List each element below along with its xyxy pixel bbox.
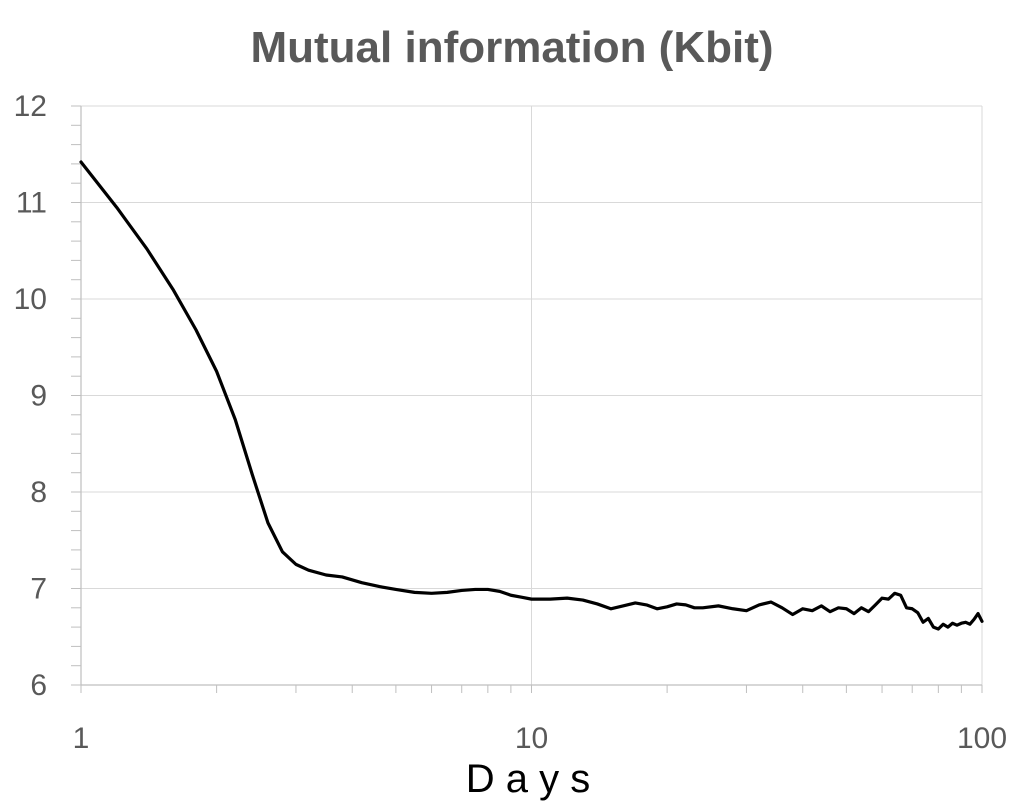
y-tick-label: 11 xyxy=(16,187,47,220)
y-tick-label: 10 xyxy=(14,283,47,316)
y-tick-label: 7 xyxy=(30,573,47,606)
axes xyxy=(71,105,983,693)
y-tick-label: 9 xyxy=(30,380,47,413)
y-tick-label: 8 xyxy=(30,476,47,509)
y-tick-label: 6 xyxy=(30,669,47,702)
mutual-information-line xyxy=(79,160,984,631)
x-tick-label: 10 xyxy=(515,722,548,755)
y-tick-labels: 6 7 8 9 10 11 12 xyxy=(14,90,47,702)
grid xyxy=(81,105,983,685)
x-axis-label: D a y s xyxy=(466,757,590,801)
series-group xyxy=(79,160,984,631)
y-tick-label: 12 xyxy=(14,90,47,123)
chart-title: Mutual information (Kbit) xyxy=(250,23,773,72)
x-tick-label: 100 xyxy=(957,722,1007,755)
x-tick-label: 1 xyxy=(73,722,90,755)
x-tick-labels: 1 10 100 xyxy=(73,722,1007,755)
